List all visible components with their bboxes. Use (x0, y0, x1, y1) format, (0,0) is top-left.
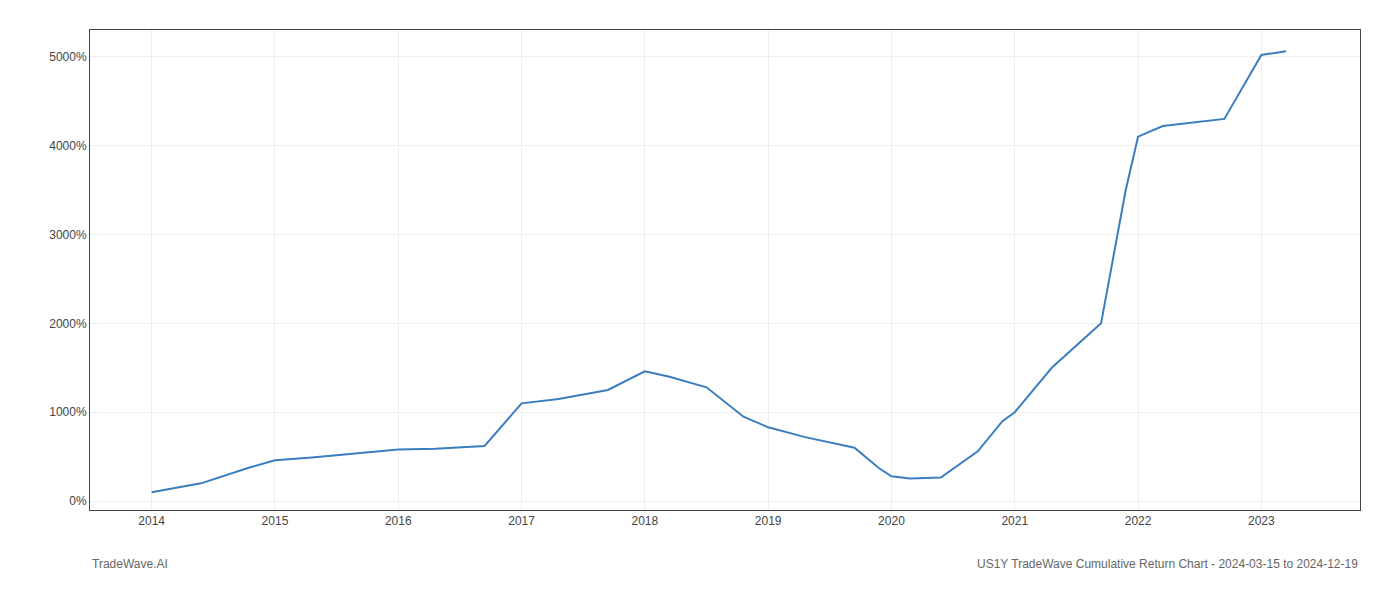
svg-text:2020: 2020 (878, 514, 905, 528)
svg-text:2014: 2014 (138, 514, 165, 528)
svg-text:2017: 2017 (508, 514, 535, 528)
svg-text:2018: 2018 (631, 514, 658, 528)
svg-text:3000%: 3000% (49, 228, 87, 242)
svg-text:2021: 2021 (1001, 514, 1028, 528)
svg-text:2000%: 2000% (49, 317, 87, 331)
svg-text:2019: 2019 (755, 514, 782, 528)
svg-text:2022: 2022 (1125, 514, 1152, 528)
svg-text:5000%: 5000% (49, 50, 87, 64)
svg-text:4000%: 4000% (49, 139, 87, 153)
svg-text:2015: 2015 (262, 514, 289, 528)
svg-text:TradeWave.AI: TradeWave.AI (92, 557, 168, 571)
svg-text:US1Y TradeWave Cumulative Retu: US1Y TradeWave Cumulative Return Chart -… (977, 557, 1358, 571)
svg-text:2023: 2023 (1248, 514, 1275, 528)
svg-text:0%: 0% (69, 494, 87, 508)
svg-text:1000%: 1000% (49, 405, 87, 419)
svg-text:2016: 2016 (385, 514, 412, 528)
